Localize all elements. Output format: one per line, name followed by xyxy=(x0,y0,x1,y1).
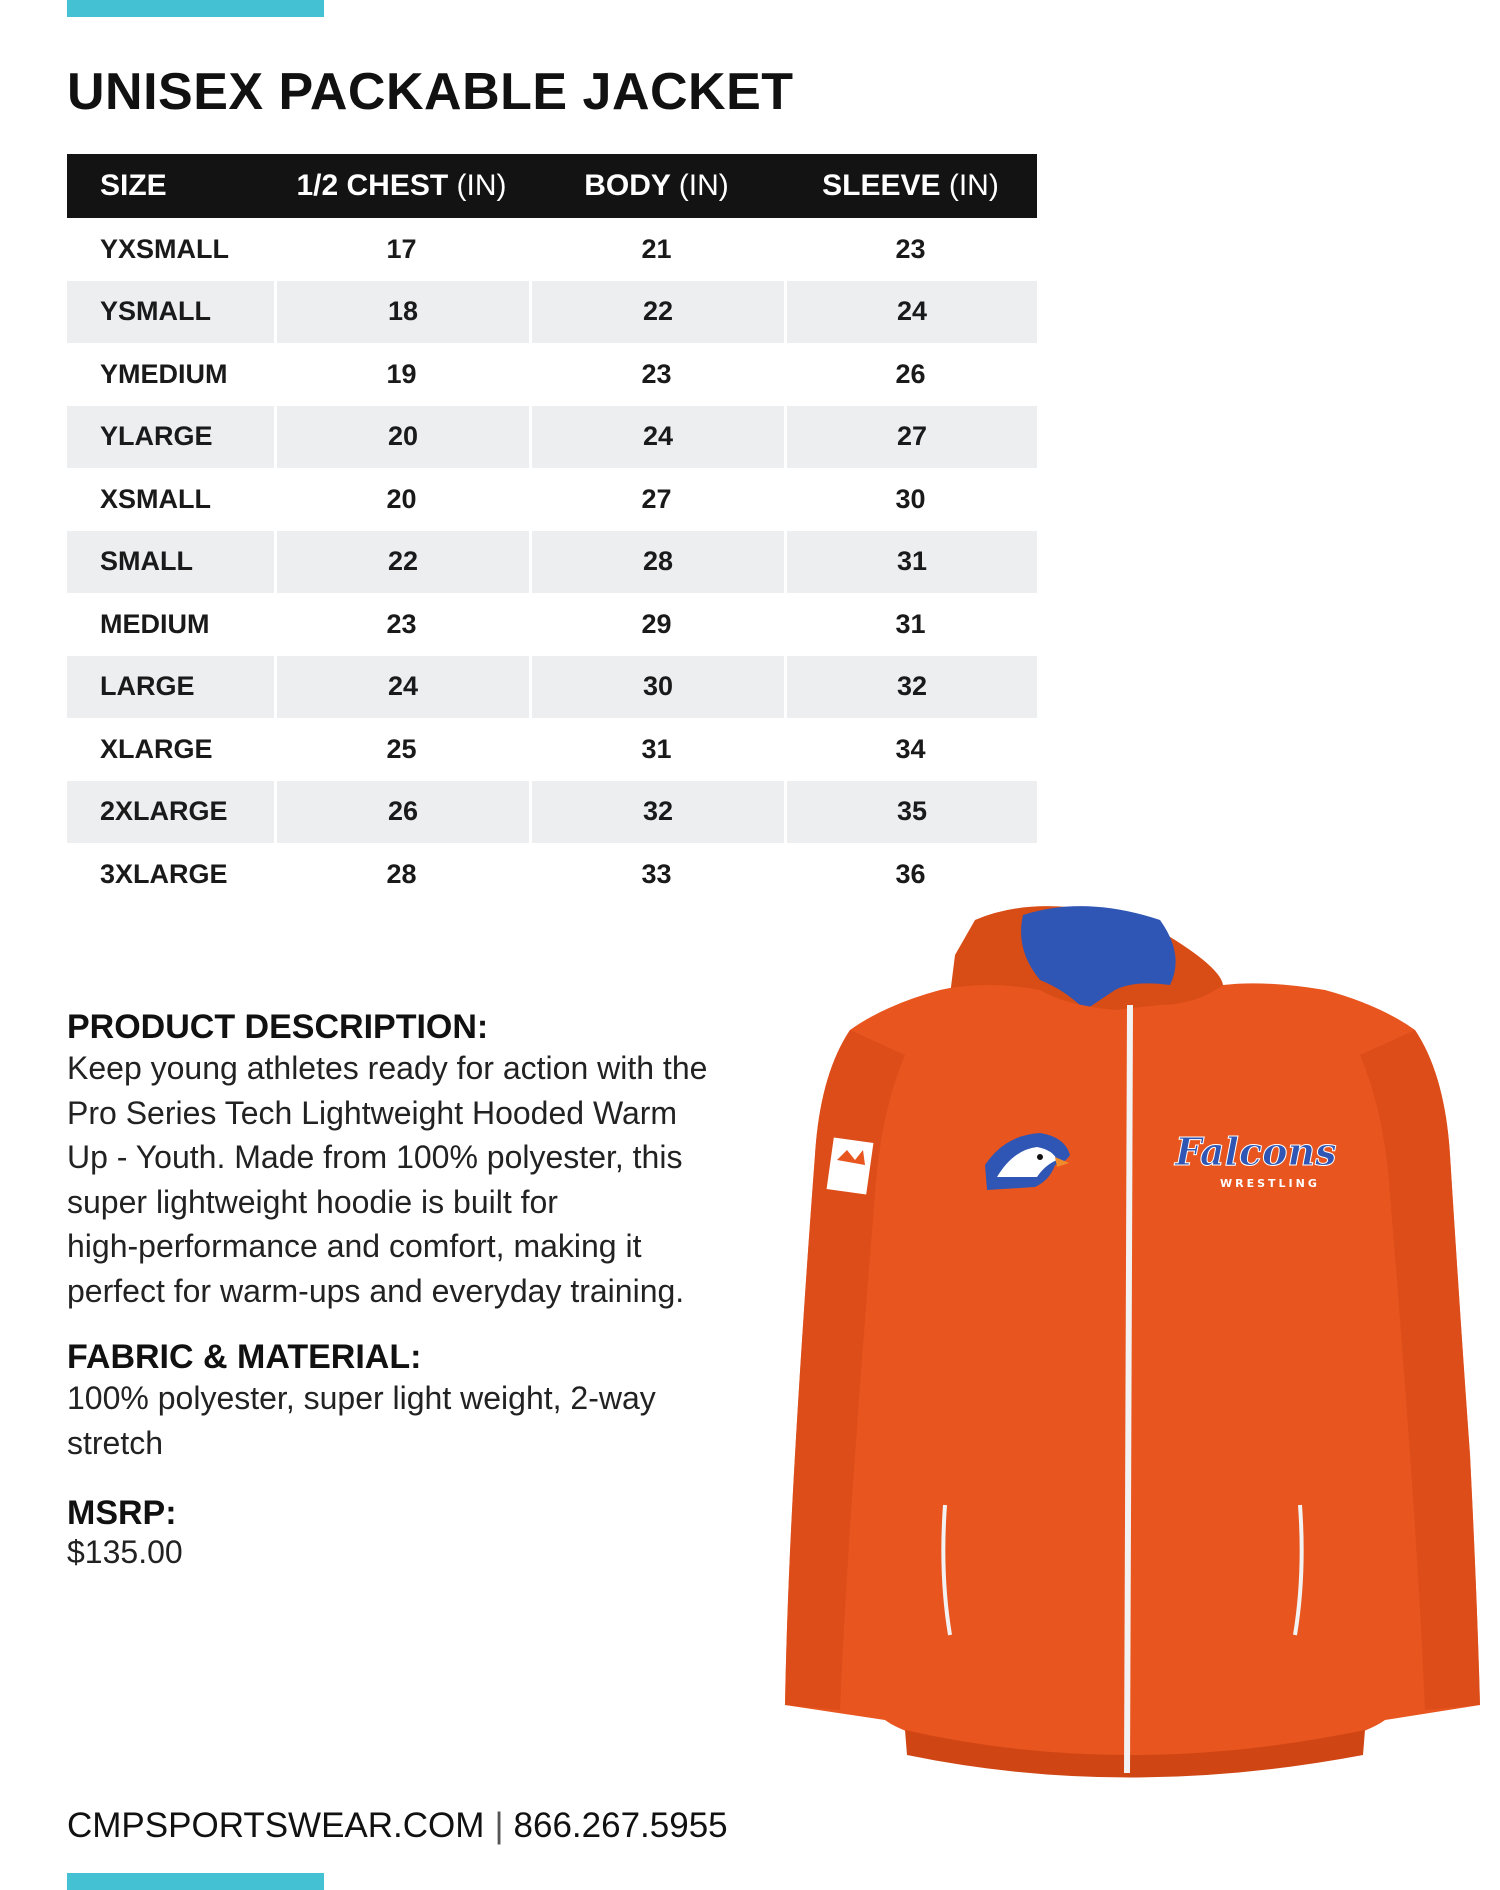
cell-sleeve: 32 xyxy=(784,655,1037,718)
footer-contact: CMPSPORTSWEAR.COM | 866.267.5955 xyxy=(67,1806,728,1846)
cell-size: YMEDIUM xyxy=(100,358,228,389)
table-row: YLARGE 20 24 27 xyxy=(67,405,1037,468)
bottom-accent-bar xyxy=(67,1873,324,1890)
phone-number[interactable]: 866.267.5955 xyxy=(513,1806,728,1845)
table-row: 2XLARGE 26 32 35 xyxy=(67,780,1037,843)
cell-body: 31 xyxy=(641,733,672,764)
cell-size: 2XLARGE xyxy=(67,780,274,843)
falcon-logo-icon xyxy=(985,1133,1070,1190)
cell-half-chest: 26 xyxy=(274,780,529,843)
size-chart-table: SIZE 1/2 CHEST (IN) BODY (IN) SLEEVE (IN… xyxy=(67,154,1037,906)
page-title: UNISEX PACKABLE JACKET xyxy=(67,63,794,121)
description-line: high-performance and comfort, making it xyxy=(67,1228,642,1264)
fabric-line: 100% polyester, super light weight, 2-wa… xyxy=(67,1380,656,1416)
product-description: PRODUCT DESCRIPTION: Keep young athletes… xyxy=(67,1008,787,1313)
header-half-chest: 1/2 CHEST (IN) xyxy=(296,169,507,202)
cell-sleeve: 35 xyxy=(784,780,1037,843)
cell-body: 33 xyxy=(641,858,672,889)
header-body: BODY (IN) xyxy=(584,169,729,202)
cell-body: 29 xyxy=(641,608,672,639)
table-row: LARGE 24 30 32 xyxy=(67,655,1037,718)
table-header: SIZE 1/2 CHEST (IN) BODY (IN) SLEEVE (IN… xyxy=(67,154,1037,218)
msrp-heading: MSRP: xyxy=(67,1494,177,1532)
table-row: YMEDIUM 19 23 26 xyxy=(67,343,1037,406)
cell-size: XSMALL xyxy=(100,483,211,514)
jacket-product-image: Falcons WRESTLING xyxy=(765,895,1485,1790)
cell-size: SMALL xyxy=(67,530,274,593)
description-text: Keep young athletes ready for action wit… xyxy=(67,1046,787,1313)
cell-half-chest: 24 xyxy=(274,655,529,718)
wrestling-wordmark: WRESTLING xyxy=(1220,1177,1320,1190)
msrp-price: $135.00 xyxy=(67,1534,183,1570)
cell-size: 3XLARGE xyxy=(100,858,228,889)
website-link[interactable]: CMPSPORTSWEAR.COM xyxy=(67,1806,485,1845)
description-line: super lightweight hoodie is built for xyxy=(67,1183,558,1220)
cell-sleeve: 31 xyxy=(895,608,926,639)
cell-body: 21 xyxy=(641,233,672,264)
cell-half-chest: 23 xyxy=(386,608,417,639)
msrp-section: MSRP: $135.00 xyxy=(67,1494,467,1572)
fabric-material: FABRIC & MATERIAL: 100% polyester, super… xyxy=(67,1338,747,1465)
fabric-line: stretch xyxy=(67,1424,164,1461)
cell-sleeve: 36 xyxy=(895,858,926,889)
table-row: MEDIUM 23 29 31 xyxy=(67,593,1037,656)
fabric-heading: FABRIC & MATERIAL: xyxy=(67,1338,422,1376)
table-row: 3XLARGE 28 33 36 xyxy=(67,843,1037,906)
description-line: perfect for warm-ups and everyday traini… xyxy=(67,1272,685,1309)
cell-half-chest: 20 xyxy=(274,405,529,468)
cell-half-chest: 28 xyxy=(386,858,417,889)
cell-body: 27 xyxy=(641,483,672,514)
table-row: XLARGE 25 31 34 xyxy=(67,718,1037,781)
cell-sleeve: 31 xyxy=(784,530,1037,593)
cell-body: 32 xyxy=(529,780,784,843)
right-pocket-zipper xyxy=(1293,1504,1304,1636)
falcons-wordmark: Falcons xyxy=(1174,1129,1336,1174)
cell-size: LARGE xyxy=(67,655,274,718)
hood-lining xyxy=(1021,906,1176,1010)
sleeve-flag-patch xyxy=(826,1137,874,1195)
table-body: YXSMALL 17 21 23 YSMALL 18 22 24 YMEDIUM 19 23 26 YL… xyxy=(67,218,1037,906)
cell-half-chest: 25 xyxy=(386,733,417,764)
cell-body: 30 xyxy=(529,655,784,718)
jacket-body xyxy=(785,983,1480,1771)
footer-separator: | xyxy=(494,1806,504,1845)
description-heading: PRODUCT DESCRIPTION: xyxy=(67,1008,489,1046)
cell-half-chest: 20 xyxy=(386,483,417,514)
cell-body: 28 xyxy=(529,530,784,593)
cell-size: XLARGE xyxy=(100,733,213,764)
description-line: Up - Youth. Made from 100% polyester, th… xyxy=(67,1139,683,1175)
table-row: YSMALL 18 22 24 xyxy=(67,280,1037,343)
cell-body: 23 xyxy=(641,358,672,389)
top-accent-bar xyxy=(67,0,324,17)
cell-half-chest: 17 xyxy=(386,233,417,264)
cell-half-chest: 22 xyxy=(274,530,529,593)
left-pocket-zipper xyxy=(941,1504,952,1636)
cell-half-chest: 18 xyxy=(274,280,529,343)
cell-size: YSMALL xyxy=(67,280,274,343)
cell-sleeve: 24 xyxy=(784,280,1037,343)
cell-size: YXSMALL xyxy=(100,233,230,264)
cell-sleeve: 30 xyxy=(895,483,926,514)
cell-sleeve: 26 xyxy=(895,358,926,389)
table-row: SMALL 22 28 31 xyxy=(67,530,1037,593)
cell-size: YLARGE xyxy=(67,405,274,468)
zipper xyxy=(1124,1004,1133,1774)
cell-half-chest: 19 xyxy=(386,358,417,389)
cell-sleeve: 27 xyxy=(784,405,1037,468)
table-row: YXSMALL 17 21 23 xyxy=(67,218,1037,281)
description-line: Keep young athletes ready for action wit… xyxy=(67,1050,708,1086)
header-sleeve: SLEEVE (IN) xyxy=(822,169,999,202)
cell-sleeve: 34 xyxy=(895,733,926,764)
table-row: XSMALL 20 27 30 xyxy=(67,468,1037,531)
fabric-text: 100% polyester, super light weight, 2-wa… xyxy=(67,1376,747,1465)
cell-sleeve: 23 xyxy=(895,233,926,264)
header-size: SIZE xyxy=(100,169,167,202)
cell-body: 22 xyxy=(529,280,784,343)
cell-size: MEDIUM xyxy=(100,608,210,639)
description-line: Pro Series Tech Lightweight Hooded Warm xyxy=(67,1094,678,1131)
cell-body: 24 xyxy=(529,405,784,468)
